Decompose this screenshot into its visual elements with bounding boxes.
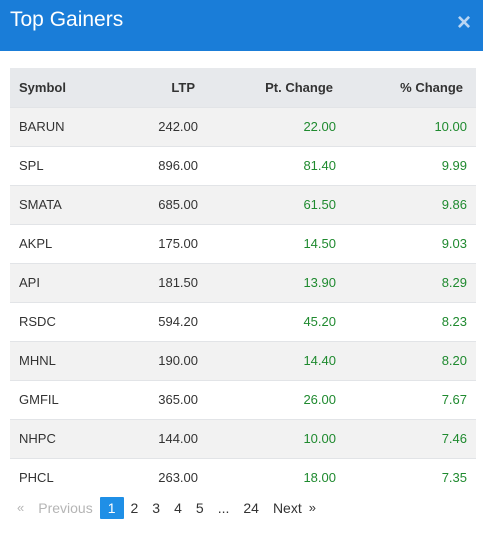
page-ellipsis: ... [217,500,230,516]
cell-symbol: BARUN [19,119,65,134]
previous-page-button[interactable]: Previous [38,500,93,516]
cell-ltp: 190.00 [158,353,198,368]
page-button-1[interactable]: 1 [99,497,124,519]
next-chevron-icon: » [308,500,316,515]
cell-pct-change: 9.99 [441,158,467,173]
table-row[interactable]: NHPC 144.00 10.00 7.46 [10,419,476,458]
table-row[interactable]: PHCL 263.00 18.00 7.35 [10,458,476,497]
page-button-24[interactable]: 24 [243,500,259,516]
cell-symbol: AKPL [19,236,53,251]
cell-pct-change: 9.86 [441,197,467,212]
cell-ltp: 144.00 [158,431,198,446]
cell-pct-change: 9.03 [441,236,467,251]
cell-pt-change: 18.00 [303,470,336,486]
cell-pct-change: 7.67 [441,392,467,407]
table-row[interactable]: SMATA 685.00 61.50 9.86 [10,185,476,224]
cell-symbol: SPL [19,158,44,173]
cell-pt-change: 14.50 [303,236,336,251]
pagination: « Previous 1 2 3 4 5 ... 24 Next » [10,497,323,519]
next-page-button[interactable]: Next [272,500,302,516]
cell-pt-change: 45.20 [303,314,336,329]
cell-ltp: 365.00 [158,392,198,407]
column-header-symbol[interactable]: Symbol [19,79,66,95]
cell-pct-change: 8.23 [441,314,467,329]
column-header-ltp[interactable]: LTP [171,79,195,95]
gainers-table: Symbol LTP Pt. Change % Change BARUN 242.… [10,68,476,497]
cell-ltp: 181.50 [158,275,198,290]
cell-symbol: MHNL [19,353,56,368]
cell-pt-change: 22.00 [303,119,336,134]
table-row[interactable]: SPL 896.00 81.40 9.99 [10,146,476,185]
close-icon[interactable]: × [456,9,471,36]
table-row[interactable]: API 181.50 13.90 8.29 [10,263,476,302]
cell-ltp: 175.00 [158,236,198,251]
table-row[interactable]: AKPL 175.00 14.50 9.03 [10,224,476,263]
table-row[interactable]: BARUN 242.00 22.00 10.00 [10,107,476,146]
cell-pct-change: 7.35 [441,470,467,486]
cell-pt-change: 10.00 [303,431,336,446]
cell-ltp: 594.20 [158,314,198,329]
cell-pt-change: 13.90 [303,275,336,290]
cell-pt-change: 81.40 [303,158,336,173]
cell-symbol: API [19,275,40,290]
cell-ltp: 242.00 [158,119,198,134]
page-button-4[interactable]: 4 [174,500,182,516]
cell-pct-change: 8.29 [441,275,467,290]
column-header-pt-change[interactable]: Pt. Change [265,79,333,95]
cell-ltp: 685.00 [158,197,198,212]
cell-pct-change: 7.46 [441,431,467,446]
cell-pct-change: 8.20 [441,353,467,368]
cell-pt-change: 26.00 [303,392,336,407]
prev-chevron-icon: « [17,500,25,515]
cell-ltp: 263.00 [158,470,198,486]
cell-symbol: GMFIL [19,392,59,407]
cell-symbol: NHPC [19,431,56,446]
table-header-row: Symbol LTP Pt. Change % Change [10,68,476,107]
gainers-table-container: Symbol LTP Pt. Change % Change BARUN 242.… [10,68,476,497]
table-row[interactable]: RSDC 594.20 45.20 8.23 [10,302,476,341]
page-button-2[interactable]: 2 [130,500,139,516]
column-header-pct-change[interactable]: % Change [400,79,463,95]
table-row[interactable]: GMFIL 365.00 26.00 7.67 [10,380,476,419]
modal-header: Top Gainers × [0,0,483,51]
table-row[interactable]: MHNL 190.00 14.40 8.20 [10,341,476,380]
cell-symbol: RSDC [19,314,56,329]
modal-title: Top Gainers [10,8,124,31]
cell-pct-change: 10.00 [434,119,467,134]
page-button-5[interactable]: 5 [195,500,204,516]
cell-symbol: SMATA [19,197,62,212]
cell-pt-change: 61.50 [303,197,336,212]
cell-symbol: PHCL [19,470,54,486]
cell-pt-change: 14.40 [303,353,336,368]
page-button-3[interactable]: 3 [152,500,161,516]
cell-ltp: 896.00 [158,158,198,173]
